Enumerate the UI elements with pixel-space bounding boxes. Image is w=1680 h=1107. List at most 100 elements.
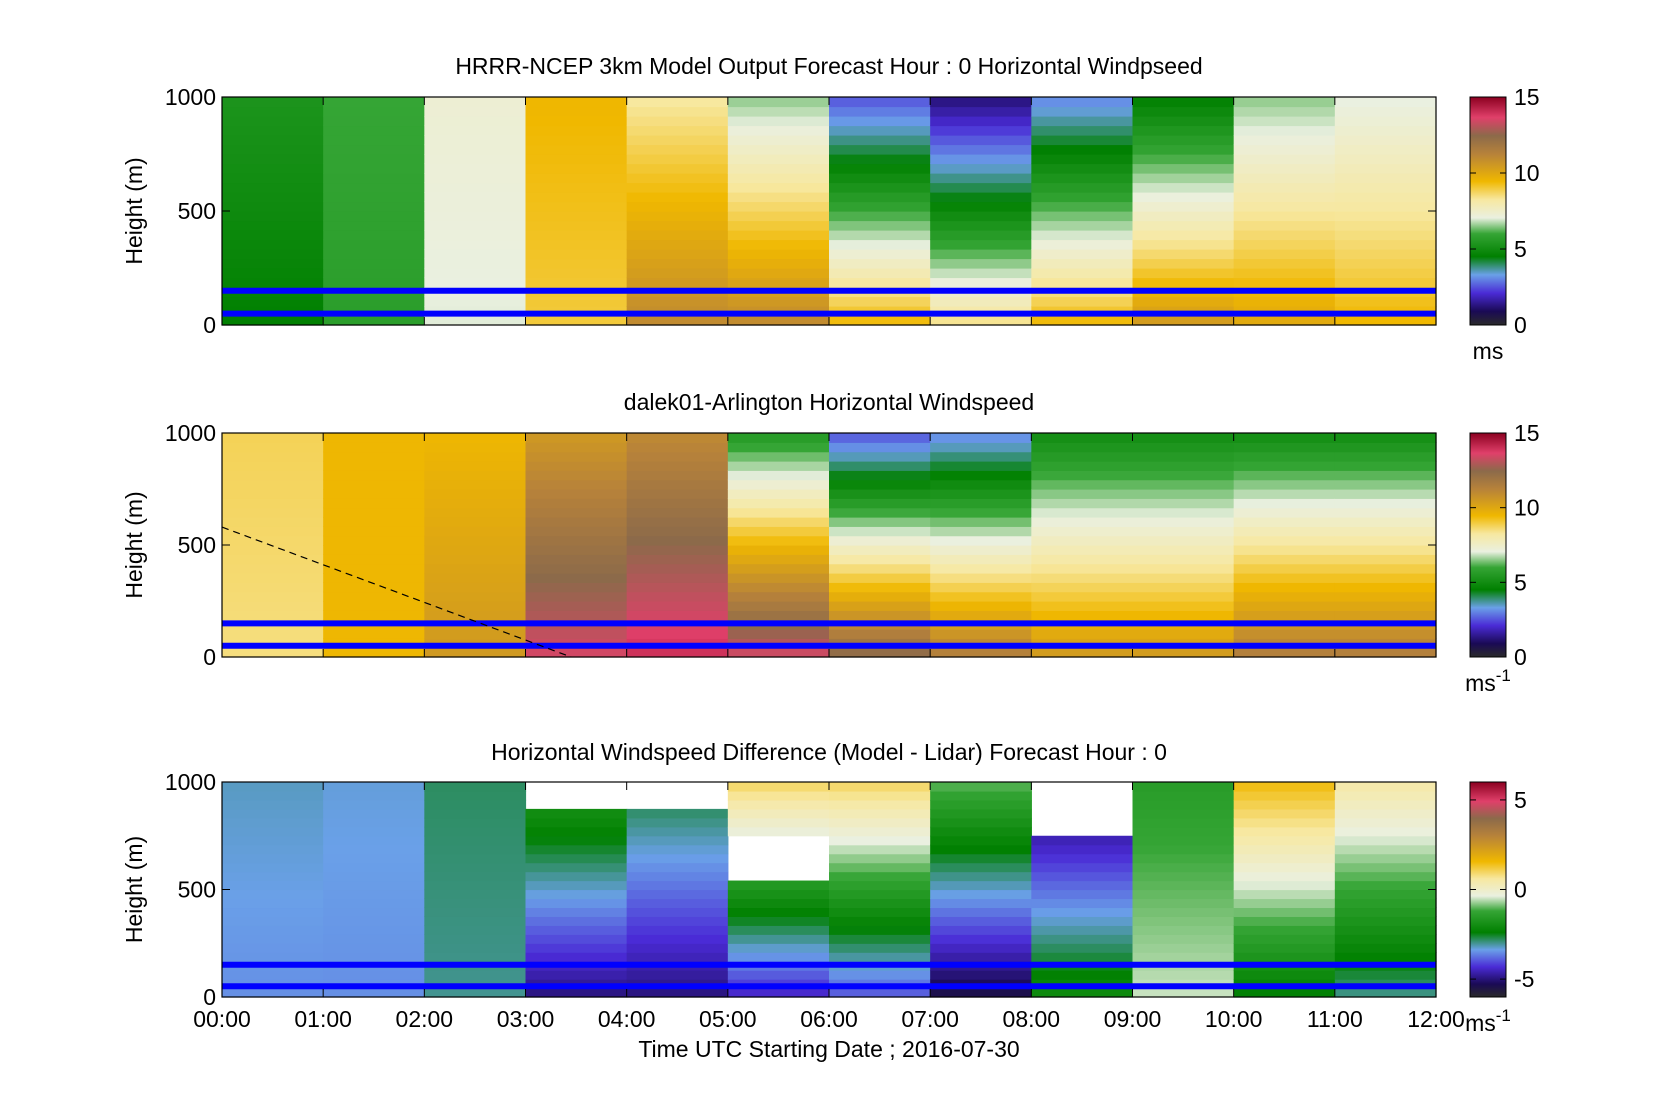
heatmap-cell	[424, 554, 527, 565]
heatmap-cell	[1132, 173, 1235, 184]
heatmap-cell	[930, 916, 1032, 926]
colorbar-tick-label: -5	[1514, 966, 1534, 992]
heatmap-cell	[930, 835, 1032, 846]
heatmap-cell	[829, 277, 931, 288]
heatmap-cell	[1132, 192, 1235, 203]
heatmap-cell	[626, 470, 729, 481]
heatmap-cell	[930, 629, 1032, 639]
heatmap-cell	[1132, 545, 1235, 555]
heatmap-cell	[525, 582, 628, 593]
heatmap-cell	[424, 507, 527, 518]
heatmap-cell	[829, 943, 931, 953]
heatmap-cell	[829, 116, 931, 127]
colorbar-unit: ms	[1473, 338, 1504, 364]
heatmap-cell	[1233, 125, 1336, 136]
heatmap-cell	[222, 182, 324, 193]
heatmap-cell	[424, 277, 527, 288]
heatmap-cell	[1233, 563, 1336, 574]
heatmap-cell	[626, 862, 729, 873]
heatmap-cell	[525, 211, 628, 222]
heatmap-cell	[323, 988, 425, 998]
heatmap-cell	[424, 545, 527, 555]
heatmap-cell	[1334, 470, 1437, 481]
colorbar: -5 0 5 ms-1	[1465, 781, 1534, 1036]
heatmap-cell	[1233, 601, 1336, 611]
y-tick-label: 500	[178, 532, 216, 558]
heatmap-cell	[727, 610, 830, 621]
heatmap-cell	[424, 489, 527, 499]
heatmap-cell	[1233, 211, 1336, 222]
heatmap-cell	[1132, 647, 1235, 658]
heatmap-cell	[222, 526, 324, 537]
heatmap-cell	[323, 470, 425, 481]
heatmap-cell	[1031, 479, 1134, 490]
heatmap-cell	[1334, 192, 1437, 203]
heatmap-cell	[1132, 268, 1235, 279]
heatmap-cell	[829, 826, 931, 837]
heatmap-cell	[424, 517, 527, 527]
heatmap-cell	[727, 898, 830, 909]
heatmap-cell	[525, 563, 628, 574]
heatmap-cell	[323, 573, 425, 583]
heatmap-cell	[1132, 489, 1235, 499]
heatmap-cell	[1233, 970, 1336, 980]
heatmap-cell	[323, 526, 425, 537]
heatmap-cell	[525, 489, 628, 499]
heatmap-cell	[930, 563, 1032, 574]
heatmap-cell	[930, 163, 1032, 174]
heatmap-cell	[1031, 220, 1134, 231]
heatmap-cell	[424, 647, 527, 658]
heatmap-cell	[323, 201, 425, 212]
heatmap-cell	[1031, 601, 1134, 611]
heatmap-cell	[829, 601, 931, 611]
heatmap-cell	[626, 808, 729, 819]
heatmap-cell	[525, 154, 628, 165]
colorbar-tick-label: 5	[1514, 787, 1527, 813]
heatmap-cell	[829, 952, 931, 962]
heatmap-cell	[1132, 526, 1235, 537]
heatmap-cell	[424, 173, 527, 184]
heatmap-cell	[829, 563, 931, 574]
heatmap-cell	[829, 507, 931, 518]
heatmap-cell	[222, 220, 324, 231]
heatmap-cell	[829, 489, 931, 499]
heatmap-cell	[1132, 862, 1235, 873]
y-axis-label: Height (m)	[121, 836, 147, 943]
heatmap-cell	[1334, 916, 1437, 926]
heatmap-cell	[1233, 192, 1336, 203]
heatmap-cell	[1031, 277, 1134, 288]
x-axis-label: Time UTC Starting Date ; 2016-07-30	[638, 1036, 1019, 1062]
heatmap-cell	[323, 898, 425, 909]
heatmap-cell	[424, 211, 527, 222]
heatmap-cell	[626, 952, 729, 962]
heatmap-cell	[1233, 249, 1336, 260]
heatmap-cell	[1132, 601, 1235, 611]
heatmap-cell	[323, 545, 425, 555]
heatmap-cell	[1233, 433, 1336, 443]
heatmap-cell	[323, 862, 425, 873]
heatmap-cell	[829, 211, 931, 222]
heatmap-cell	[1334, 988, 1437, 998]
heatmap-cell	[930, 925, 1032, 935]
heatmap-cell	[525, 916, 628, 926]
heatmap-cell	[1334, 898, 1437, 909]
heatmap-cell	[222, 433, 324, 443]
heatmap-cell	[424, 934, 527, 944]
heatmap-cell	[1233, 97, 1336, 108]
heatmap-cell	[727, 154, 830, 165]
heatmap-cell	[1031, 296, 1134, 307]
heatmap-cell	[1132, 106, 1235, 117]
heatmap-cell	[1233, 230, 1336, 241]
heatmap-cell	[222, 880, 324, 891]
heatmap-cell	[829, 220, 931, 231]
heatmap-cell	[626, 268, 729, 279]
heatmap-cell	[1233, 507, 1336, 518]
heatmap-cell	[727, 173, 830, 184]
heatmap-cell	[626, 507, 729, 518]
heatmap-cell	[222, 925, 324, 935]
heatmap-cell	[1132, 591, 1235, 602]
heatmap-cell	[727, 97, 830, 108]
heatmap-cell	[626, 647, 729, 658]
heatmap-cell	[727, 239, 830, 250]
heatmap-cell	[626, 554, 729, 565]
